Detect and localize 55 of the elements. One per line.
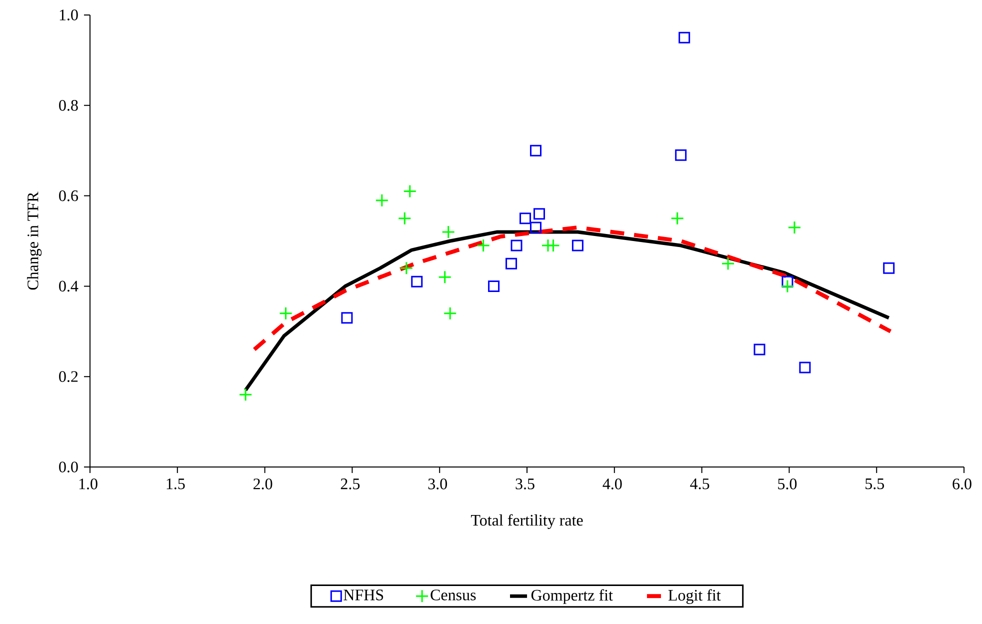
x-tick-label: 5.0 [778, 478, 797, 490]
x-tick-label: 1.5 [166, 478, 185, 490]
point [341, 312, 353, 324]
point [721, 256, 735, 270]
legend-label: NFHS [344, 590, 384, 600]
point [238, 388, 252, 402]
point [398, 212, 412, 226]
x-tick-label: 5.5 [866, 478, 884, 490]
point [754, 344, 766, 356]
point [443, 306, 457, 320]
point [506, 258, 518, 270]
y-axis-title: Change in TFR [27, 192, 42, 290]
point [403, 184, 417, 198]
point [572, 240, 584, 252]
y-tick-label: 0.8 [59, 100, 78, 111]
point [476, 238, 490, 252]
x-axis-title: Total fertility rate [470, 514, 583, 529]
point [788, 220, 802, 234]
x-tick-label: 6.0 [952, 478, 972, 490]
legend-label: Gompertz fit [531, 589, 613, 604]
point [510, 240, 522, 252]
point [782, 276, 794, 288]
point [520, 212, 532, 224]
y-tick-label: 0.2 [59, 371, 78, 382]
point [488, 280, 500, 292]
point [883, 262, 895, 274]
legend-label: Census [430, 590, 476, 600]
x-tick-label: 4.5 [690, 478, 710, 490]
y-tick-label: 0.6 [59, 190, 78, 202]
x-tick-label: 3.5 [516, 478, 534, 490]
x-tick-label: 3.0 [428, 478, 447, 490]
point [675, 149, 687, 161]
point [530, 144, 542, 156]
point [670, 212, 684, 226]
point [530, 222, 542, 234]
legend-label: Logit fit [668, 589, 721, 604]
x-tick-label: 2.5 [340, 478, 360, 490]
point [400, 261, 414, 275]
point [533, 208, 545, 220]
point [678, 32, 690, 44]
point [442, 225, 456, 239]
point [279, 306, 293, 320]
line-series [252, 225, 893, 352]
point [411, 276, 423, 288]
y-tick-label: 1.0 [60, 10, 78, 20]
x-tick-label: 1.0 [79, 478, 98, 490]
point [375, 194, 389, 208]
point [438, 270, 452, 284]
point [780, 279, 794, 293]
point [546, 238, 560, 252]
point [799, 362, 811, 374]
x-tick-label: 2.0 [254, 478, 272, 490]
x-tick-label: 4.0 [602, 478, 622, 490]
y-tick-label: 0.0 [59, 462, 78, 472]
y-tick-label: 0.4 [59, 280, 78, 292]
